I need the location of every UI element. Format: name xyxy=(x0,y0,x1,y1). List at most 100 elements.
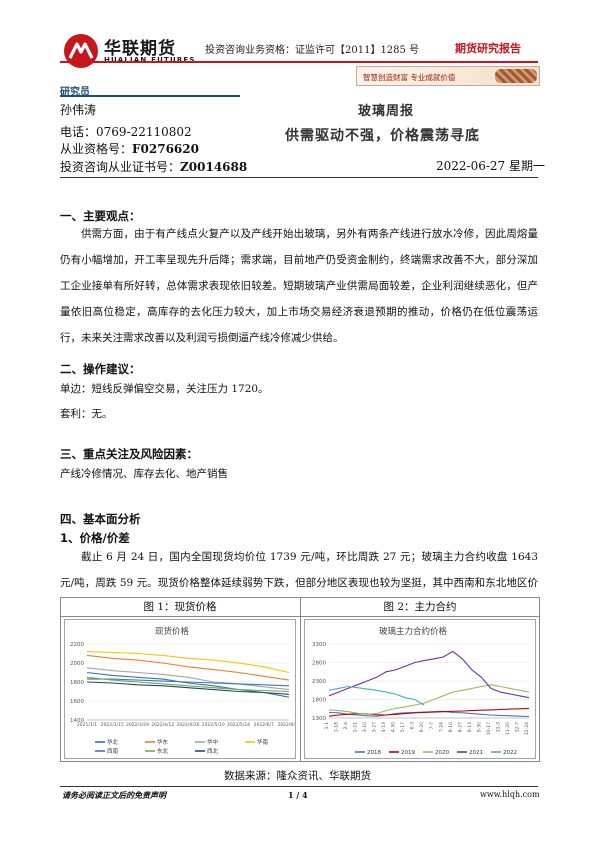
y-tick-label: 2300 xyxy=(312,679,326,685)
analyst-phone: 电话：0769-22110802 xyxy=(60,125,192,139)
y-tick-label: 2800 xyxy=(312,661,326,667)
decorative-pattern-icon xyxy=(495,69,537,83)
series-line-华中 xyxy=(86,667,290,691)
chart-title: 玻璃主力合约价格 xyxy=(379,626,448,637)
license-text: 投资咨询业务资格：证监许可【2011】1285 号 xyxy=(205,45,420,56)
x-tick-label: 2022/6/21 xyxy=(277,722,296,728)
x-tick-label: 12-24 xyxy=(524,722,530,735)
figure-divider xyxy=(300,597,301,762)
series-line-2022 xyxy=(328,685,425,706)
futures-contract-chart: 玻璃主力合约价格 1300 1800 2300 2800 3300 1-1 1-18 2-4 2-… xyxy=(304,619,536,759)
analyst-advisory-cert: 投资咨询从业证书号：Z0014688 xyxy=(60,160,248,174)
footer-divider xyxy=(60,786,538,787)
series-line-华北 xyxy=(86,671,290,698)
series-line-华东 xyxy=(86,654,290,681)
logo-english: HUALIAN FUTURES xyxy=(104,56,196,64)
legend-label: 2021 xyxy=(469,750,483,756)
y-tick-label: 1800 xyxy=(312,698,326,704)
report-title: 玻璃周报 xyxy=(358,104,415,119)
legend-label: 华北 xyxy=(107,738,119,746)
x-tick-label: 2022/3/29 xyxy=(126,722,149,728)
series-line-2020 xyxy=(328,684,530,715)
x-tick-label: 2-4 xyxy=(343,722,349,729)
series-line-华南 xyxy=(86,651,290,674)
x-tick-label: 2022/4/12 xyxy=(151,722,174,728)
figure2-caption: 图 2：主力合约 xyxy=(301,598,539,616)
legend-label: 2018 xyxy=(367,750,381,756)
slogan-banner: 智慧创造财富 专业成就价值 xyxy=(356,66,540,86)
x-tick-label: 2022/4/26 xyxy=(176,722,199,728)
legend-label: 华东 xyxy=(157,738,169,746)
series-line-东北 xyxy=(86,676,290,693)
x-tick-label: 1-18 xyxy=(334,722,340,732)
section-risk-body: 产线冷修情况、库存去化、地产销售 xyxy=(60,468,228,480)
series-line-2021 xyxy=(328,650,530,699)
x-tick-label: 11-3 xyxy=(495,722,501,732)
x-tick-label: 11-20 xyxy=(505,722,511,735)
x-tick-label: 1-1 xyxy=(324,722,330,729)
x-tick-label: 7-24 xyxy=(438,722,444,732)
figure1-caption: 图 1：现货价格 xyxy=(61,598,299,616)
analyst-qualification: 从业资格号：F0276620 xyxy=(60,142,199,156)
x-tick-label: 2022/5/24 xyxy=(227,722,250,728)
report-subtitle: 供需驱动不强，价格震荡寻底 xyxy=(285,128,480,144)
figure-caption-divider xyxy=(60,616,540,617)
x-tick-label: 4-13 xyxy=(381,722,387,732)
section-operation-title: 二、操作建议： xyxy=(60,362,141,376)
section-fundamentals-title: 四、基本面分析 xyxy=(60,512,141,526)
x-tick-label: 3-27 xyxy=(372,722,378,732)
series-line-西南 xyxy=(87,678,290,687)
spot-price-chart: 现货价格 1400 1600 1800 2000 2200 2021/1/1 2022/3/1… xyxy=(64,619,296,759)
x-tick-label: 8-10 xyxy=(448,722,454,732)
report-date: 2022-06-27 星期一 xyxy=(436,159,546,173)
legend-label: 华中 xyxy=(207,738,218,746)
legend-label: 2022 xyxy=(503,750,517,756)
y-tick-label: 2200 xyxy=(70,642,84,648)
legend-label: 华南 xyxy=(257,738,269,746)
footer-disclaimer: 请务必阅读正文后的免责声明 xyxy=(62,791,166,800)
x-tick-label: 8-27 xyxy=(457,722,463,732)
y-tick-label: 1400 xyxy=(70,718,84,724)
x-tick-label: 9-13 xyxy=(467,722,473,732)
x-tick-label: 2022/3/15 xyxy=(101,722,124,728)
analyst-name: 孙伟涛 xyxy=(60,103,97,117)
section-main-views-body: 供需方面，由于有产线点火复产以及产线开始出玻璃，另外有两条产线进行放水冷修，因此… xyxy=(60,228,538,344)
series-line-西北 xyxy=(86,681,290,695)
page-number: 1 / 4 xyxy=(288,790,308,800)
analyst-heading: 研究员 xyxy=(60,87,90,98)
x-tick-label: 2022/5/10 xyxy=(202,722,225,728)
x-tick-label: 4-30 xyxy=(391,722,397,732)
data-source: 数据来源：隆众资讯、华联期货 xyxy=(224,770,371,782)
operation-arbitrage: 套利：无。 xyxy=(60,408,113,420)
x-tick-label: 6-20 xyxy=(419,722,425,732)
x-tick-label: 10-17 xyxy=(486,722,492,735)
y-tick-label: 2000 xyxy=(70,661,84,667)
section-main-views-title: 一、主要观点： xyxy=(60,209,141,223)
x-tick-label: 3-10 xyxy=(362,722,368,732)
report-type: 期货研究报告 xyxy=(455,42,521,55)
section-risk-title: 三、重点关注及风险因素： xyxy=(60,447,198,461)
x-tick-label: 2021/1/1 xyxy=(77,722,97,728)
x-tick-label: 5-17 xyxy=(400,722,406,732)
x-tick-label: 2022/6/7 xyxy=(254,722,274,728)
slogan-text: 智慧创造财富 专业成就价值 xyxy=(363,73,456,82)
x-tick-label: 9-30 xyxy=(476,722,482,732)
legend-label: 西北 xyxy=(207,747,219,755)
section-price-subtitle: 1、价格/价差 xyxy=(60,531,130,545)
footer-website[interactable]: www.hlqh.com xyxy=(480,790,540,799)
header-divider xyxy=(60,61,538,63)
legend-label: 2020 xyxy=(435,750,449,756)
legend-label: 东北 xyxy=(157,747,169,755)
y-tick-label: 1300 xyxy=(312,716,326,722)
x-tick-label: 2-21 xyxy=(353,722,359,732)
chart-title: 现货价格 xyxy=(155,626,190,637)
operation-single: 单边：短线反弹偏空交易，关注压力 1720。 xyxy=(60,383,269,395)
legend-label: 西南 xyxy=(107,747,119,755)
legend-label: 2019 xyxy=(401,750,415,756)
x-tick-label: 7-7 xyxy=(429,722,435,729)
y-tick-label: 1800 xyxy=(70,680,84,686)
logo-text: 华联期货 xyxy=(104,39,176,59)
x-tick-label: 6-3 xyxy=(410,722,416,729)
x-tick-label: 12-7 xyxy=(514,722,520,732)
title-divider xyxy=(60,177,538,178)
